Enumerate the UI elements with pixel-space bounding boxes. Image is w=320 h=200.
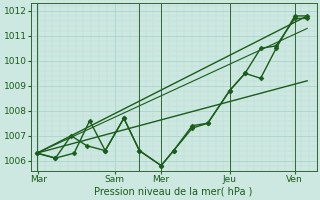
X-axis label: Pression niveau de la mer( hPa ): Pression niveau de la mer( hPa ) xyxy=(94,187,253,197)
